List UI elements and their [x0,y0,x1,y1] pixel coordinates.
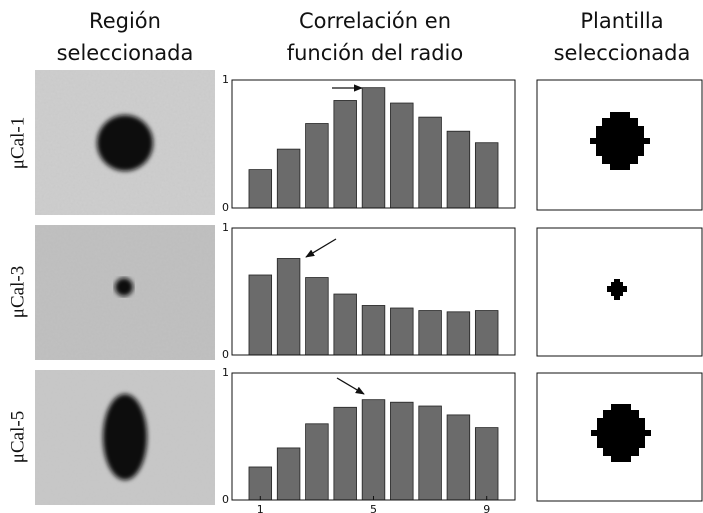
column-header: seleccionada [554,41,691,65]
bar [249,170,272,208]
bar [334,294,357,355]
y-tick-label: 0 [222,493,229,506]
bar [390,103,413,208]
bar [277,448,300,500]
column-header: seleccionada [57,41,194,65]
template-shape [591,404,651,462]
y-tick-label: 1 [222,221,229,234]
bar [362,305,385,355]
image-spot [115,278,133,296]
bar [249,467,272,500]
bar [419,311,442,355]
bar [306,424,329,500]
y-tick-label: 0 [222,348,229,361]
y-tick-label: 0 [222,201,229,214]
row-label: μCal-5 [7,411,28,463]
row-label: μCal-1 [7,117,28,169]
bar [362,400,385,500]
arrow [337,378,364,394]
column-header: Plantilla [580,9,663,33]
bar [419,406,442,500]
row-label: μCal-3 [7,266,28,318]
y-tick-label: 1 [222,73,229,86]
bar [390,308,413,355]
template-shape [607,279,627,300]
images [35,70,215,505]
bar [277,149,300,208]
bar [306,278,329,355]
bar [447,312,470,355]
bar [475,311,498,355]
bar [390,402,413,500]
column-header: función del radio [287,41,464,65]
arrow [306,239,336,257]
bar [306,124,329,208]
column-header: Correlación en [299,9,451,33]
bar [419,117,442,208]
y-tick-label: 1 [222,366,229,379]
bar [334,407,357,500]
bar [447,415,470,500]
bar [362,88,385,208]
image-spot [97,115,153,171]
bar [475,143,498,208]
x-tick-label: 9 [483,503,490,513]
figure: Región seleccionada Correlación en función … [0,0,703,513]
bar [249,275,272,355]
bar [277,258,300,355]
x-tick-label: 1 [257,503,264,513]
template-shape [590,112,650,170]
column-header: Región [89,9,161,33]
bar [447,131,470,208]
bar [334,100,357,208]
templates [537,80,702,501]
image-spot [103,394,147,480]
x-tick-label: 5 [370,503,377,513]
bar [475,428,498,500]
